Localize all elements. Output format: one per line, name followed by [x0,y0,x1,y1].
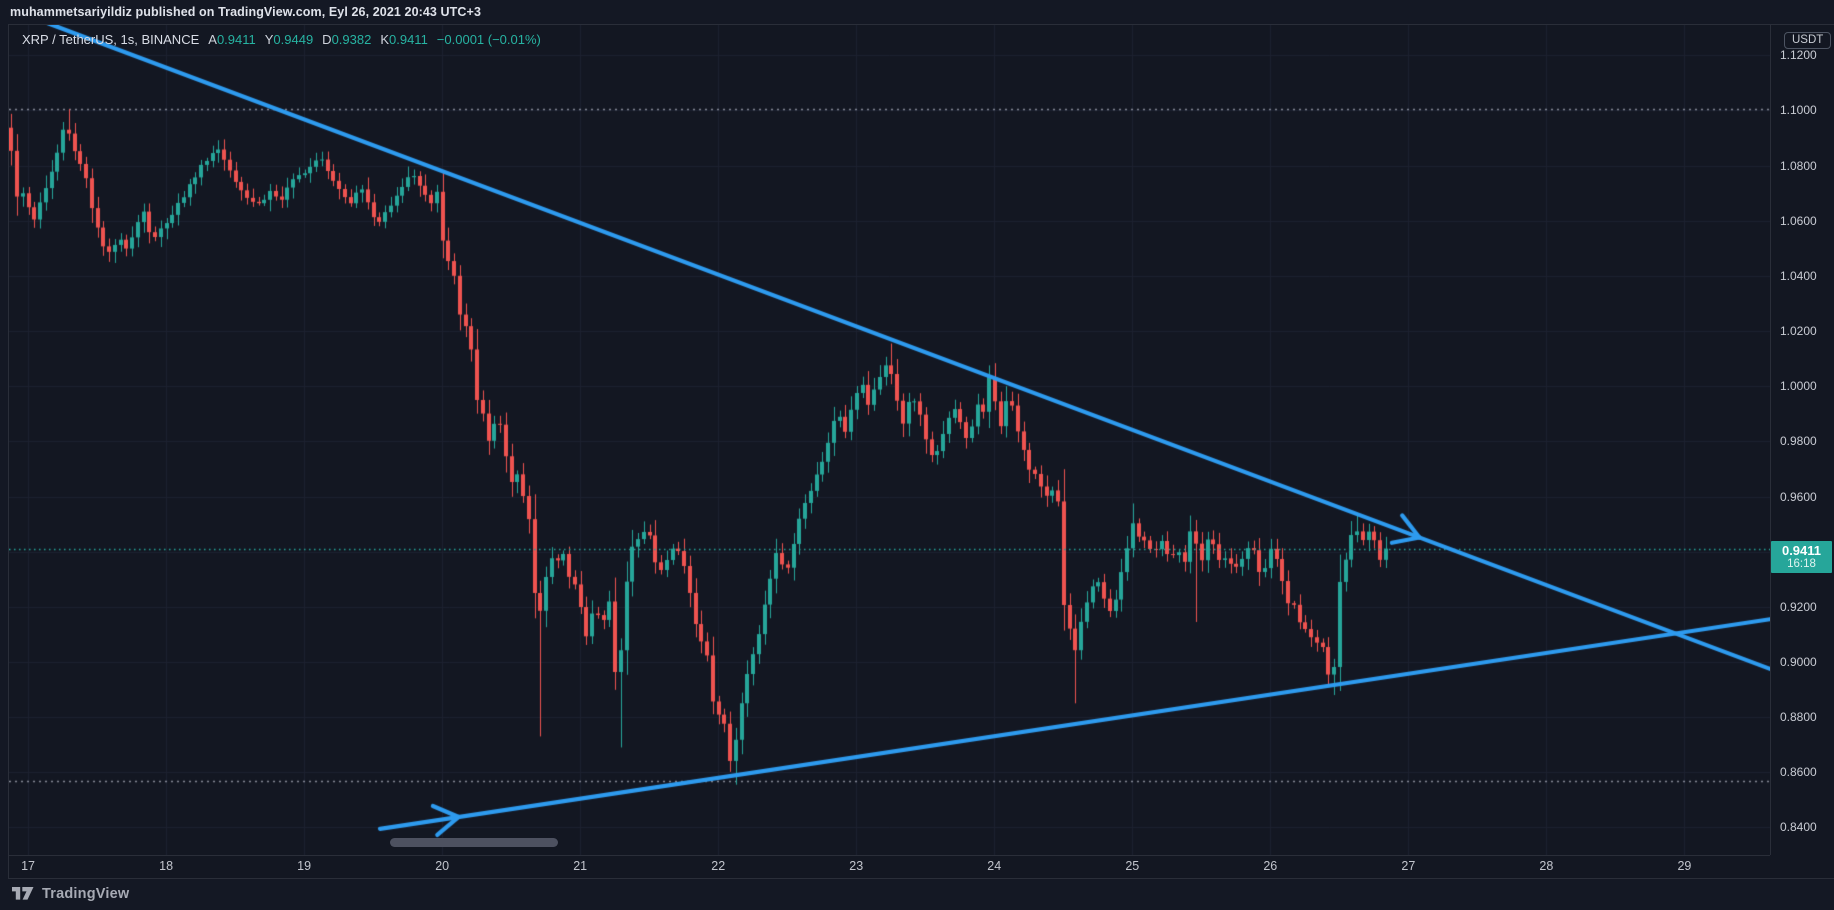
price-tick-label: 1.0200 [1780,324,1817,339]
time-tick-label: 26 [1263,859,1278,873]
time-tick-label: 27 [1401,859,1416,873]
current-price-badge: 0.9411 16:18 [1771,540,1832,573]
close-label: K [380,32,389,47]
footer-bar: TradingView [0,877,1834,910]
price-tick-label: 1.0600 [1780,213,1817,228]
time-axis[interactable]: 17 18 19 20 21 22 23 24 25 26 27 28 29 [9,855,1770,878]
price-tick-label: 0.9800 [1780,434,1817,449]
symbol-title: XRP / TetherUS, 1s, BINANCE [22,32,200,47]
price-tick-label: 0.9200 [1780,599,1817,614]
time-tick-label: 19 [297,859,312,873]
price-tick-label: 0.9600 [1780,489,1817,504]
price-tick-label: 0.8400 [1780,820,1817,835]
time-tick-label: 18 [159,859,174,873]
open-label: A [208,32,217,47]
price-axis[interactable]: USDT 1.1200 1.1000 1.0800 1.0600 1.0400 1.020… [1770,25,1833,855]
time-tick-label: 20 [435,859,450,873]
published-bar: muhammetsariyildiz published on TradingV… [0,0,1834,24]
ohlc-low: D0.9382 [322,32,371,47]
time-tick-label: 28 [1539,859,1554,873]
symbol-legend: XRP / TetherUS, 1s, BINANCE A0.9411 Y0.9… [22,32,541,47]
published-text: muhammetsariyildiz published on TradingV… [10,5,482,19]
price-pane[interactable]: XRP / TetherUS, 1s, BINANCE A0.9411 Y0.9… [9,25,1770,855]
time-tick-label: 25 [1125,859,1140,873]
high-label: Y [264,32,274,47]
price-tick-label: 1.0000 [1780,379,1817,394]
price-tick-label: 1.0800 [1780,158,1817,173]
change-value: −0.0001 (−0.01%) [436,32,541,47]
low-label: D [322,32,332,47]
high-value: 0.9449 [273,32,314,47]
price-tick-label: 0.8600 [1780,765,1817,780]
tradingview-brand-link[interactable]: TradingView [0,885,129,902]
ohlc-high: Y0.9449 [265,32,313,47]
ohlc-close: K0.9411 [380,32,427,47]
price-tick-label: 1.1000 [1780,103,1817,118]
current-price-value: 0.9411 [1781,542,1822,558]
ohlc-open: A0.9411 [208,32,255,47]
time-tick-label: 23 [849,859,864,873]
time-tick-label: 29 [1677,859,1692,873]
price-tick-label: 0.8800 [1780,710,1817,725]
currency-badge: USDT [1784,32,1832,49]
price-tick-label: 1.0400 [1780,268,1817,283]
price-tick-label: 1.1200 [1780,48,1817,63]
time-tick-label: 17 [21,859,36,873]
low-value: 0.9382 [331,32,372,47]
open-value: 0.9411 [216,32,256,47]
price-tick-label: 0.9000 [1780,654,1817,669]
time-tick-label: 21 [573,859,588,873]
time-tick-label: 22 [711,859,726,873]
scrollbar-thumb[interactable] [390,838,558,847]
bar-countdown: 16:18 [1787,557,1816,570]
candlestick-chart-canvas[interactable] [9,25,1770,855]
close-value: 0.9411 [389,32,428,47]
time-tick-label: 24 [987,859,1002,873]
tradingview-logo-text: TradingView [42,885,130,902]
chart-frame: XRP / TetherUS, 1s, BINANCE A0.9411 Y0.9… [8,24,1834,879]
tradingview-logo-icon [12,885,34,902]
